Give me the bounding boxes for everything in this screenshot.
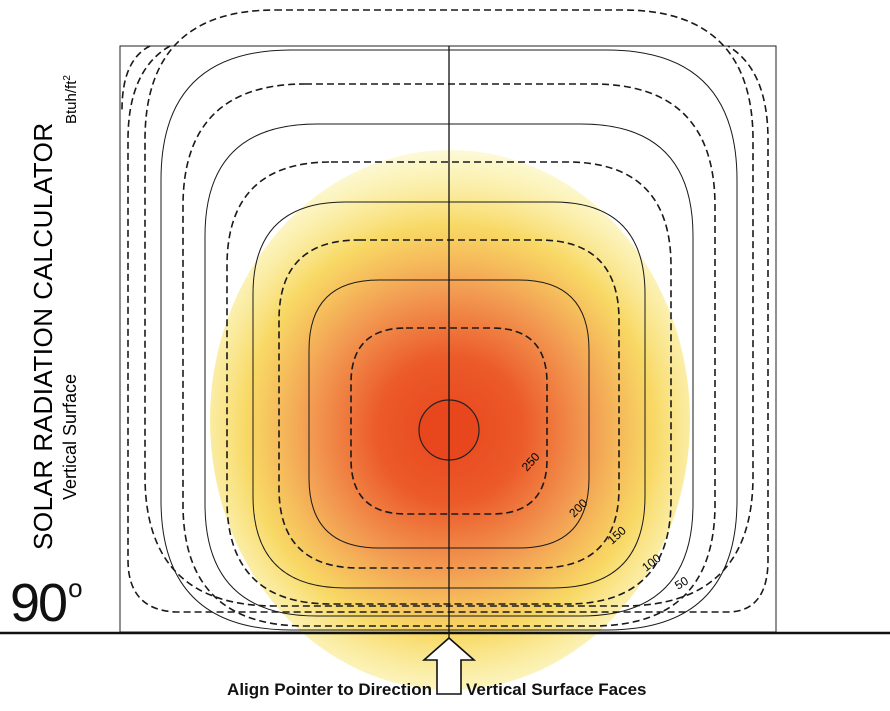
contour-ring (204, 123, 694, 617)
side-title-block: SOLAR RADIATION CALCULATOR Btuh/ft2 Vert… (8, 40, 108, 580)
contour-ring (182, 83, 716, 627)
angle-value: 90 (10, 573, 68, 633)
contour-edge (121, 45, 151, 111)
contour-ring (226, 161, 672, 605)
contour-lines (121, 9, 769, 631)
contour-ring (252, 201, 646, 589)
contour-edge (127, 45, 769, 613)
pointer-caption-left: Align Pointer to Direction (227, 680, 432, 699)
contour-ring (160, 49, 738, 631)
contour-ring (144, 9, 754, 607)
angle-degree-symbol: o (68, 573, 83, 603)
contour-ring (350, 327, 548, 515)
contour-ring (278, 239, 620, 569)
units-exponent: 2 (62, 75, 73, 81)
contour-ring (308, 279, 590, 549)
pointer-arrow-icon[interactable] (421, 636, 477, 695)
units-label: Btuh/ft2 (62, 75, 80, 124)
calculator-title: SOLAR RADIATION CALCULATOR (28, 122, 58, 550)
pointer-caption-right: Vertical Surface Faces (466, 680, 647, 699)
angle-readout: 90o (10, 572, 83, 634)
units-text: Btuh/ft (63, 80, 80, 124)
subtitle-label: Vertical Surface (60, 374, 80, 500)
